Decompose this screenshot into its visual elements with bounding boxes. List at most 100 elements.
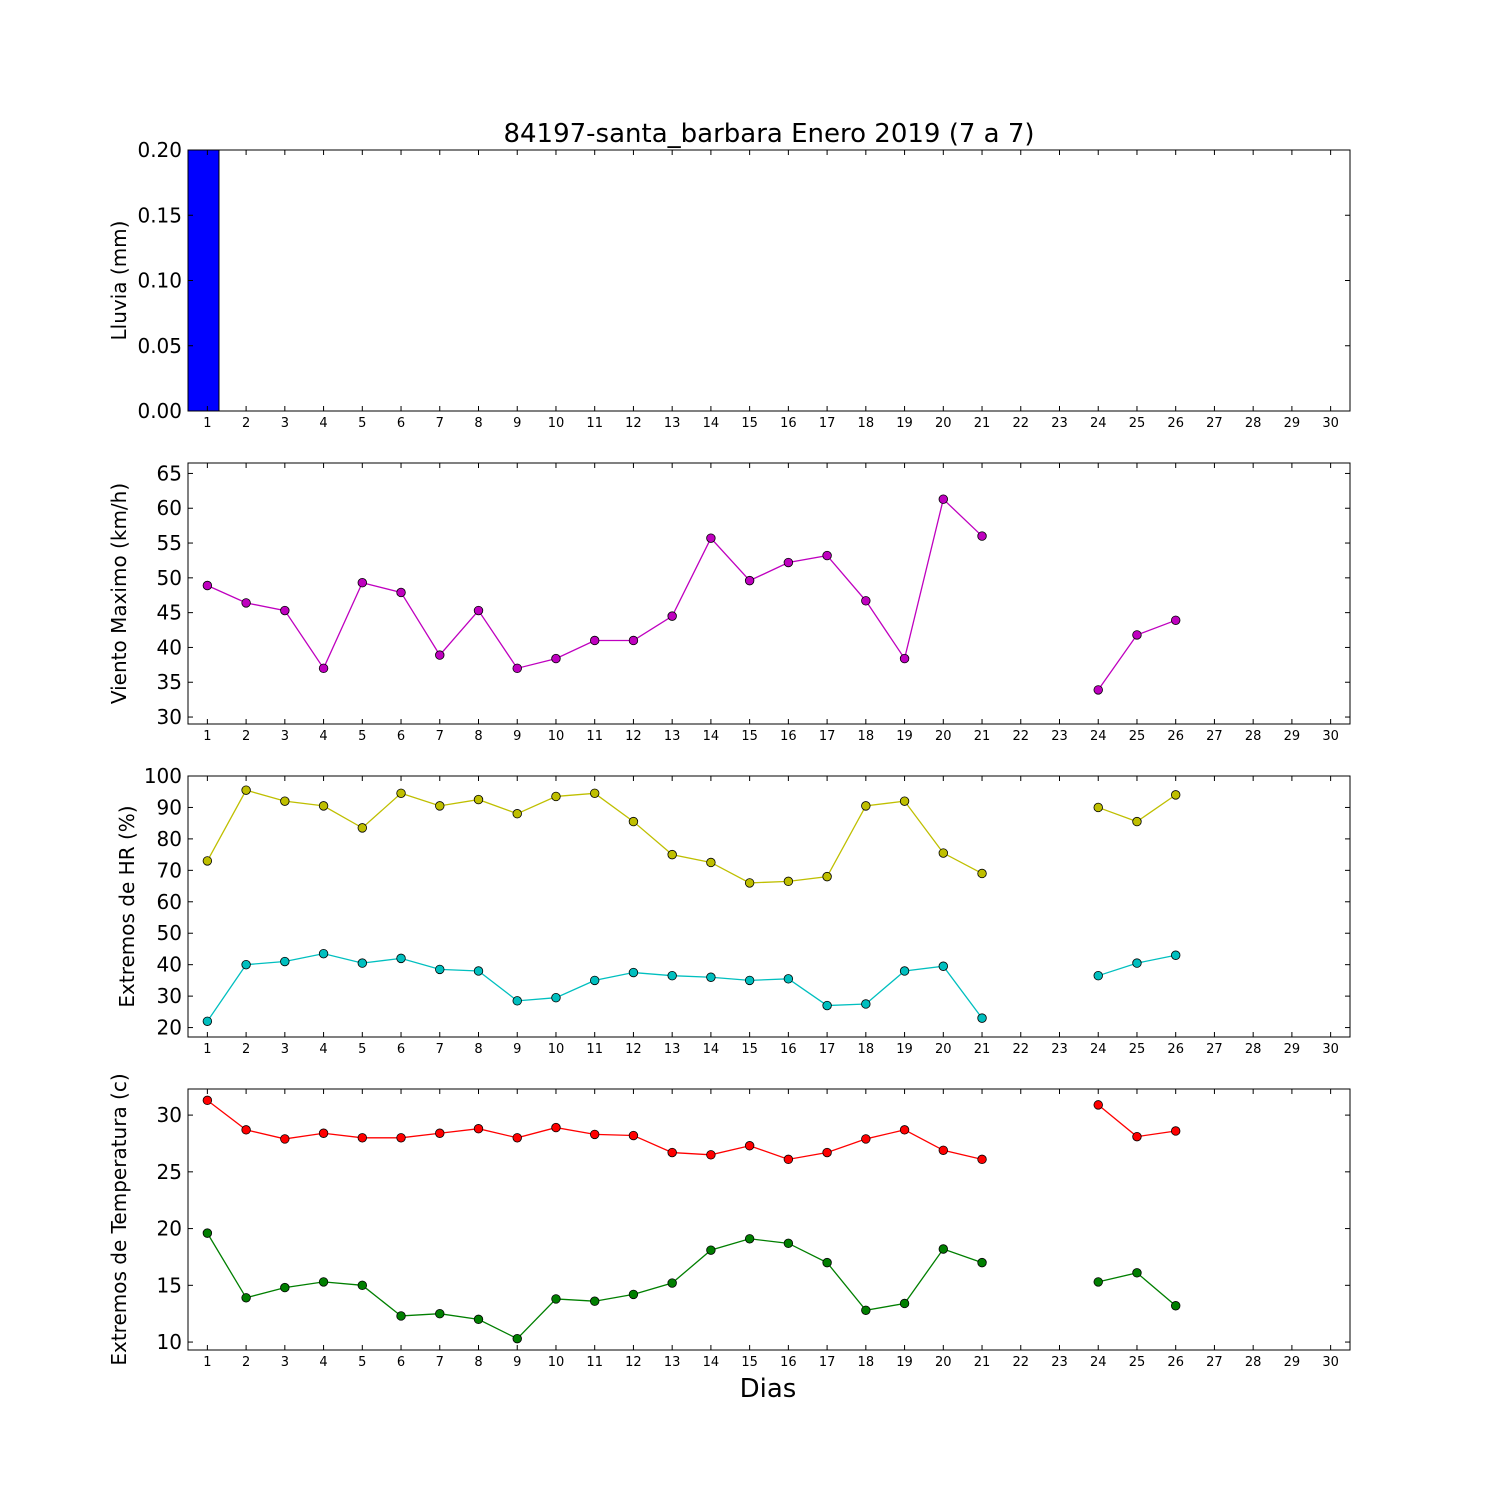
y-tick-label: 50 [157,566,182,590]
data-point [280,1282,290,1293]
x-tick-label: 10 [548,416,565,431]
data-point [318,801,329,811]
data-point [396,1311,406,1321]
y-tick-label: 65 [157,461,182,485]
x-tick-label: 4 [319,729,327,744]
x-tick-label: 7 [436,1042,444,1057]
data-point [822,1257,832,1268]
y-tick-label: 60 [157,496,182,520]
data-point [512,996,522,1006]
x-tick-label: 15 [741,1355,758,1370]
data-point [1132,1268,1142,1278]
data-point [628,635,639,646]
data-point [473,1314,484,1325]
x-tick-label: 7 [436,416,444,431]
y-tick-label: 30 [157,1103,182,1127]
x-tick-label: 11 [586,729,603,744]
x-tick-label: 1 [203,729,211,744]
data-point [1170,1126,1181,1136]
data-point [551,791,561,802]
x-tick-label: 2 [242,729,250,744]
data-point [202,580,213,591]
y-tick-label: 25 [157,1160,182,1184]
x-tick-label: 3 [281,1355,289,1370]
x-tick-label: 20 [935,1042,952,1057]
y-tick-label: 100 [144,764,182,788]
data-point [744,975,755,986]
y-tick-label: 20 [157,1016,182,1040]
y-tick-label: 50 [157,921,182,945]
x-tick-label: 24 [1090,1355,1107,1370]
data-point [706,1150,716,1160]
data-point [280,956,290,967]
x-tick-label: 27 [1206,1355,1223,1370]
x-tick-label: 17 [819,729,836,744]
data-point [977,1257,987,1268]
x-tick-label: 14 [703,1042,720,1057]
x-tick-label: 9 [513,416,521,431]
x-tick-label: 11 [586,1042,603,1057]
data-point [241,785,251,795]
data-point [861,1305,871,1315]
x-tick-label: 19 [896,1042,913,1057]
x-tick-label: 2 [242,1355,250,1370]
x-tick-label: 5 [358,1042,366,1057]
data-point [590,975,600,986]
data-point [783,557,794,568]
plot-area [187,775,1351,1038]
data-point [357,958,368,968]
x-tick-label: 9 [513,1355,521,1370]
data-point [1170,615,1181,625]
x-tick-label: 16 [780,1355,797,1370]
data-point [938,961,949,971]
x-tick-label: 3 [281,416,289,431]
data-point [1132,958,1142,968]
data-point [590,635,600,646]
x-tick-label: 14 [703,416,720,431]
data-point [473,794,484,805]
x-tick-label: 6 [397,729,405,744]
data-point [706,857,716,868]
x-tick-label: 17 [819,1042,836,1057]
x-tick-label: 8 [474,416,482,431]
data-point [473,605,484,616]
data-point [202,1095,213,1106]
x-tick-label: 7 [436,1355,444,1370]
bar [187,149,220,412]
data-point [1170,950,1181,960]
x-tick-label: 29 [1284,416,1301,431]
y-tick-label: 0.15 [137,203,182,227]
y-tick-label: 0.05 [137,334,182,358]
data-point [512,663,522,674]
x-tick-label: 18 [858,416,875,431]
data-point [861,1134,871,1144]
data-point [861,801,871,811]
data-point [628,1130,639,1141]
x-tick-label: 11 [586,416,603,431]
x-tick-label: 13 [664,1355,681,1370]
x-tick-label: 13 [664,416,681,431]
x-tick-label: 18 [858,1042,875,1057]
data-point [1170,1301,1181,1311]
y-tick-label: 70 [157,858,182,882]
data-point [822,871,832,882]
x-tick-label: 25 [1129,1355,1146,1370]
x-tick-label: 24 [1090,416,1107,431]
x-tick-label: 21 [974,1042,991,1057]
x-tick-label: 11 [586,1355,603,1370]
data-point [744,1141,755,1151]
x-tick-label: 28 [1245,416,1262,431]
y-tick-label: 0.10 [137,269,182,293]
data-point [1132,630,1142,640]
data-point [744,1234,755,1244]
x-tick-label: 10 [548,1042,565,1057]
x-tick-label: 14 [703,1355,720,1370]
x-tick-label: 16 [780,416,797,431]
x-tick-label: 16 [780,729,797,744]
data-point [280,796,290,806]
x-tick-label: 16 [780,1042,797,1057]
x-tick-label: 17 [819,1355,836,1370]
data-point [1093,970,1103,981]
y-tick-label: 80 [157,827,182,851]
